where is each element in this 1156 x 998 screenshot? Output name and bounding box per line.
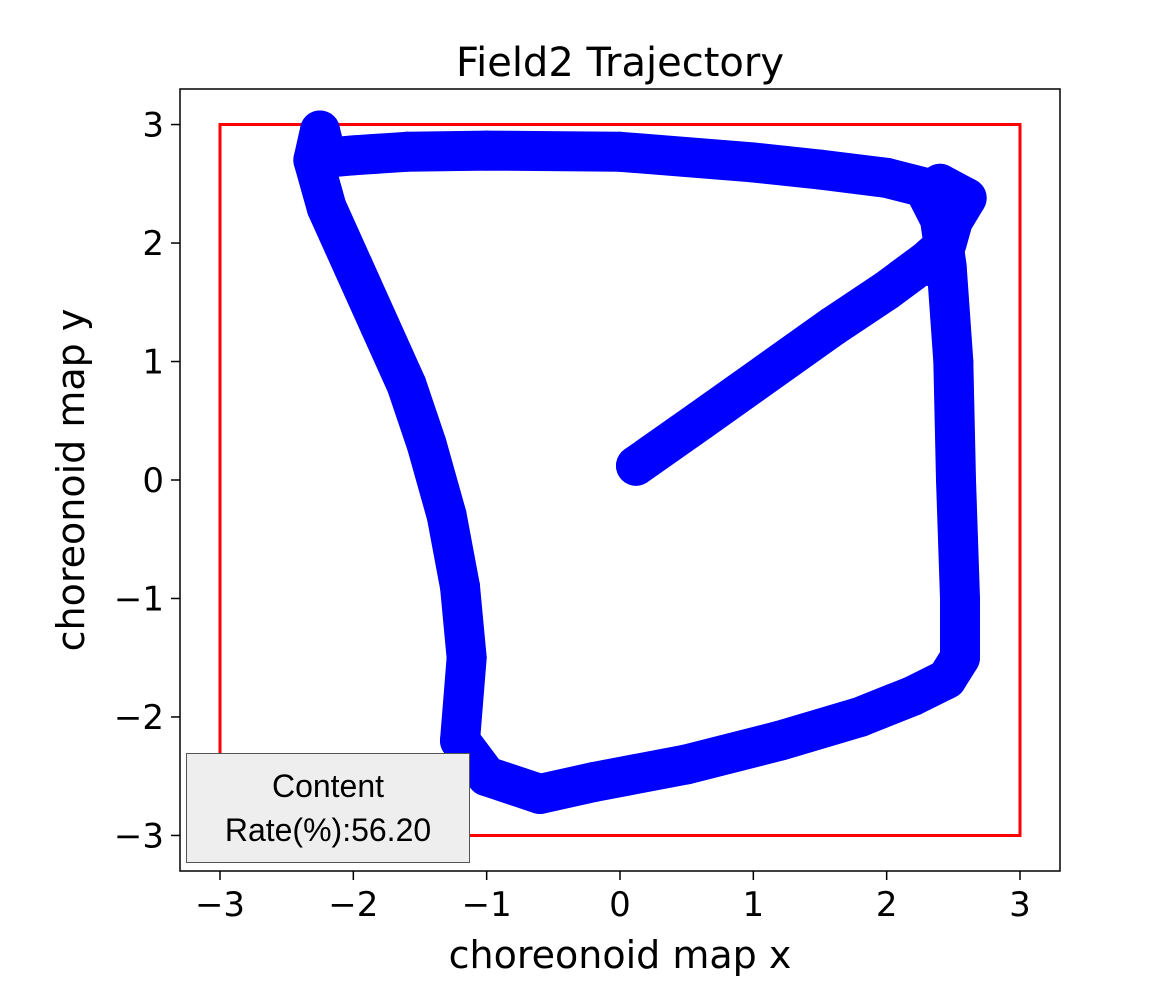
trajectory-point bbox=[440, 566, 480, 607]
x-axis-ticks: −3 −2 −1 0 1 2 3 bbox=[195, 871, 1031, 925]
trajectory-point bbox=[573, 762, 614, 803]
x-tick-label: −3 bbox=[195, 885, 245, 925]
trajectory-point bbox=[386, 131, 427, 172]
trajectory-point bbox=[813, 305, 854, 346]
trajectory-point bbox=[406, 424, 447, 465]
trajectory-point bbox=[440, 720, 480, 761]
y-axis-ticks: −3 −2 −1 0 1 2 3 bbox=[114, 106, 180, 856]
trajectory-point bbox=[760, 720, 800, 761]
y-tick-label: 2 bbox=[142, 224, 164, 264]
trajectory-point bbox=[933, 341, 974, 382]
trajectory-point bbox=[600, 131, 640, 172]
y-tick-label: 3 bbox=[142, 106, 164, 146]
boundary-layer bbox=[218, 123, 1022, 837]
x-tick-label: 0 bbox=[609, 885, 631, 925]
trajectory-point bbox=[893, 675, 934, 716]
x-tick-label: −2 bbox=[328, 885, 378, 925]
x-tick-label: 1 bbox=[743, 885, 765, 925]
trajectory-point bbox=[946, 178, 987, 219]
trajectory-point bbox=[666, 744, 707, 785]
trajectory-point bbox=[680, 400, 720, 441]
x-axis-label: choreonoid map x bbox=[449, 933, 792, 977]
trajectory-point bbox=[466, 756, 507, 797]
y-tick-label: −2 bbox=[114, 698, 164, 738]
series-layer bbox=[293, 110, 987, 814]
y-tick-label: 1 bbox=[142, 343, 164, 383]
trajectory-point bbox=[360, 305, 400, 346]
trajectory-point bbox=[386, 365, 427, 406]
trajectory-point bbox=[616, 445, 656, 486]
y-tick-label: −1 bbox=[114, 579, 164, 619]
trajectory-point bbox=[940, 578, 980, 619]
annotation-line-2: Rate(%):56.20 bbox=[224, 812, 432, 848]
trajectory-point bbox=[466, 130, 507, 171]
trajectory-point bbox=[293, 140, 334, 181]
trajectory-point bbox=[520, 773, 560, 814]
trajectory-point bbox=[936, 460, 976, 500]
chart-title: Field2 Trajectory bbox=[456, 40, 784, 86]
x-tick-label: 2 bbox=[876, 885, 898, 925]
trajectory-point bbox=[733, 142, 774, 183]
trajectory-point bbox=[446, 637, 487, 678]
annotation-line-1: Content bbox=[271, 768, 385, 804]
trajectory-point bbox=[926, 211, 967, 252]
trajectory-point bbox=[940, 637, 980, 678]
trajectory-point bbox=[333, 246, 374, 287]
y-tick-label: −3 bbox=[114, 816, 164, 856]
trajectory-point bbox=[840, 696, 880, 737]
x-tick-label: 3 bbox=[1009, 885, 1031, 925]
trajectory-point bbox=[913, 246, 954, 287]
boundary-square bbox=[218, 123, 1022, 837]
y-tick-label: 0 bbox=[142, 461, 164, 501]
y-axis-label: choreonoid map y bbox=[49, 309, 93, 652]
trajectory-point bbox=[866, 157, 907, 198]
trajectory-point bbox=[746, 353, 787, 394]
trajectory-point bbox=[800, 149, 840, 190]
x-tick-label: −1 bbox=[462, 885, 512, 925]
content-rate-annotation: Content Rate(%):56.20 bbox=[186, 753, 470, 863]
trajectory-point bbox=[866, 270, 907, 311]
trajectory-point bbox=[426, 495, 467, 536]
trajectory-point bbox=[306, 187, 347, 228]
